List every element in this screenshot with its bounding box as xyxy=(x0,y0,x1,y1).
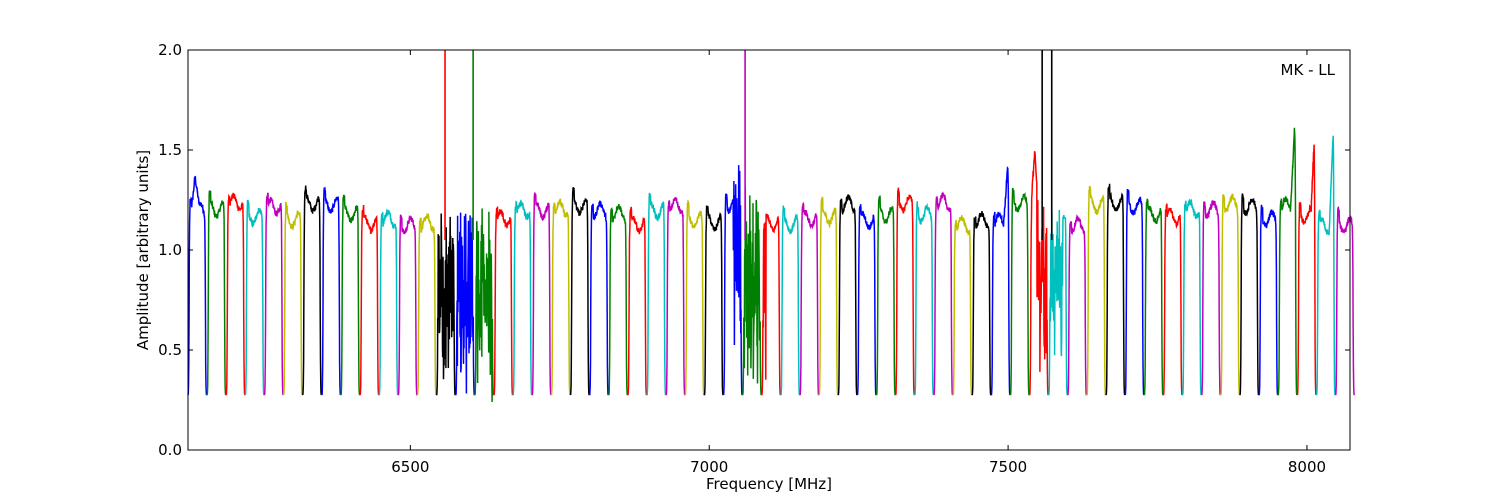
channel-series-line xyxy=(971,211,992,396)
channel-series-line xyxy=(684,199,705,396)
channel-series-line xyxy=(206,190,227,396)
x-tick-label: 7000 xyxy=(690,458,728,476)
channel-series-line xyxy=(512,199,533,396)
channel-series-line xyxy=(856,204,877,396)
plot-frame xyxy=(187,49,1351,451)
channel-series-line xyxy=(263,192,284,396)
channel-series-line xyxy=(1124,188,1145,396)
spike-layer xyxy=(444,50,1053,240)
channel-series-line xyxy=(569,187,590,396)
channel-series-line xyxy=(416,212,437,396)
channel-series-line xyxy=(435,213,456,396)
channel-series-line xyxy=(837,194,858,396)
channel-series-line xyxy=(818,196,839,396)
channel-series-line xyxy=(1047,209,1069,396)
channel-series-line xyxy=(646,192,667,396)
channel-series-line xyxy=(627,206,648,396)
channel-series-line xyxy=(244,199,265,396)
x-axis-label: Frequency [MHz] xyxy=(706,475,832,493)
channel-series-line xyxy=(359,204,380,396)
x-axis: 6500 7000 7500 8000 xyxy=(391,50,1326,476)
channel-series-line xyxy=(1086,185,1107,396)
channel-series-line xyxy=(1009,187,1030,396)
channel-series-line xyxy=(1277,127,1298,396)
channel-series-line xyxy=(1181,198,1202,396)
channel-series-line xyxy=(1028,150,1049,396)
channel-series-line xyxy=(340,194,361,396)
channel-series-line xyxy=(665,196,686,396)
channel-series-line xyxy=(722,165,743,396)
channel-series-line xyxy=(1162,203,1183,396)
channel-series-line xyxy=(282,201,303,396)
channel-series-line xyxy=(741,188,762,396)
channel-series-line xyxy=(1067,214,1088,396)
x-tick-label: 8000 xyxy=(1288,458,1326,476)
channel-series-line xyxy=(588,200,609,396)
channel-series-line xyxy=(531,192,552,396)
channel-series-line xyxy=(990,165,1011,396)
channel-series-line xyxy=(1334,206,1355,396)
channel-series-line xyxy=(933,191,954,396)
channel-series-line xyxy=(1143,198,1164,396)
channel-series-line xyxy=(1258,204,1279,396)
channel-series-line xyxy=(474,208,495,403)
channel-series-line xyxy=(455,212,476,396)
channel-series-line xyxy=(608,203,629,396)
channel-series-line xyxy=(493,206,514,396)
channel-series-line xyxy=(397,214,418,396)
channel-series-line xyxy=(1296,144,1317,396)
channel-series-line xyxy=(780,205,801,396)
channel-series-line xyxy=(952,215,973,396)
x-tick-label: 6500 xyxy=(391,458,429,476)
channel-series-line xyxy=(703,205,724,396)
channel-series-line xyxy=(302,185,323,396)
channel-series-line xyxy=(321,186,342,396)
channel-series-line xyxy=(894,187,916,396)
channel-series-line xyxy=(761,213,782,396)
channel-series-line xyxy=(1315,135,1336,396)
channel-series-line xyxy=(225,192,246,396)
y-tick-label: 1.0 xyxy=(158,241,182,259)
annotation-label: MK - LL xyxy=(1281,61,1336,79)
y-tick-label: 2.0 xyxy=(158,41,182,59)
channel-series-line xyxy=(1239,193,1260,396)
channel-series-line xyxy=(1105,183,1126,396)
y-tick-label: 0.0 xyxy=(158,441,182,459)
channel-series-line xyxy=(1220,193,1241,396)
channel-series-line xyxy=(914,201,935,396)
channel-series-line xyxy=(875,195,896,396)
channel-series-line xyxy=(187,175,208,396)
y-axis-label: Amplitude [arbitrary units] xyxy=(134,150,152,350)
y-axis: 0.0 0.5 1.0 1.5 2.0 xyxy=(158,41,1350,459)
x-tick-label: 7500 xyxy=(989,458,1027,476)
y-tick-label: 0.5 xyxy=(158,341,182,359)
plot-area xyxy=(187,49,1355,451)
channel-series-line xyxy=(378,208,399,396)
channel-series-line xyxy=(1201,200,1222,396)
channel-series-line xyxy=(799,201,820,396)
channel-series-line xyxy=(550,198,571,396)
series-layer xyxy=(187,127,1355,403)
y-tick-label: 1.5 xyxy=(158,141,182,159)
